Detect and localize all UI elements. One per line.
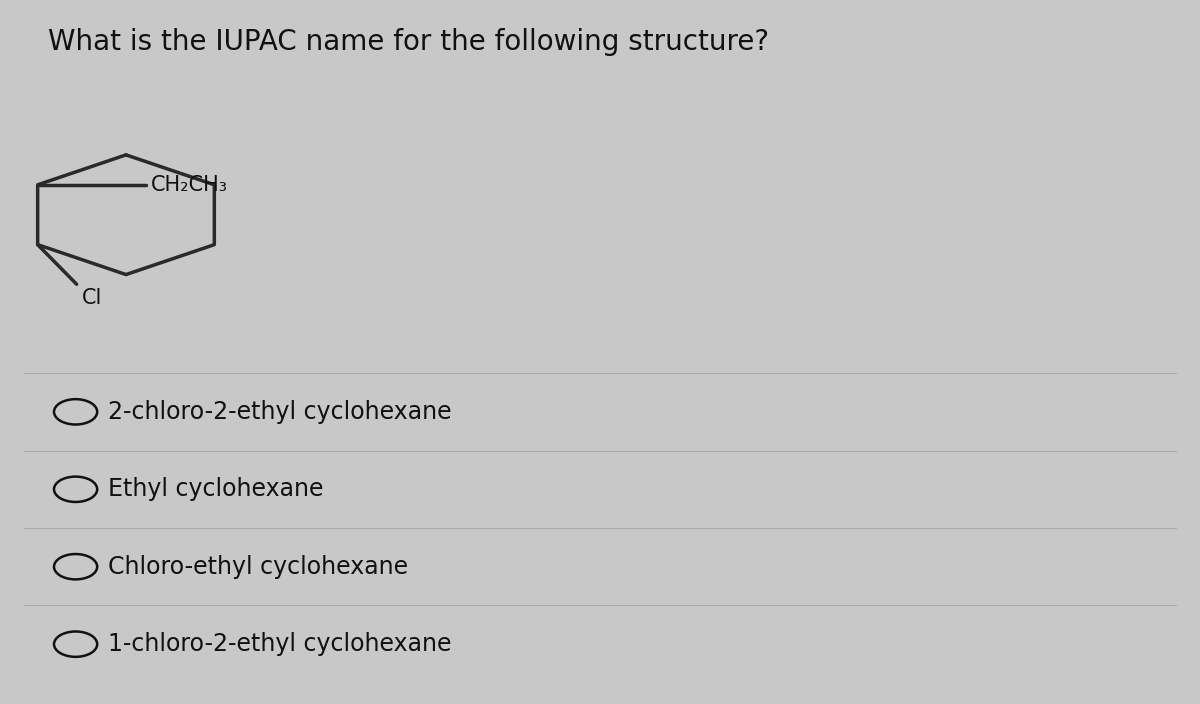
Text: What is the IUPAC name for the following structure?: What is the IUPAC name for the following… bbox=[48, 28, 769, 56]
Text: Ethyl cyclohexane: Ethyl cyclohexane bbox=[108, 477, 324, 501]
Text: CH₂CH₃: CH₂CH₃ bbox=[150, 175, 228, 195]
Text: Chloro-ethyl cyclohexane: Chloro-ethyl cyclohexane bbox=[108, 555, 408, 579]
Text: 2-chloro-2-ethyl cyclohexane: 2-chloro-2-ethyl cyclohexane bbox=[108, 400, 451, 424]
Text: Cl: Cl bbox=[82, 288, 102, 308]
Text: 1-chloro-2-ethyl cyclohexane: 1-chloro-2-ethyl cyclohexane bbox=[108, 632, 451, 656]
